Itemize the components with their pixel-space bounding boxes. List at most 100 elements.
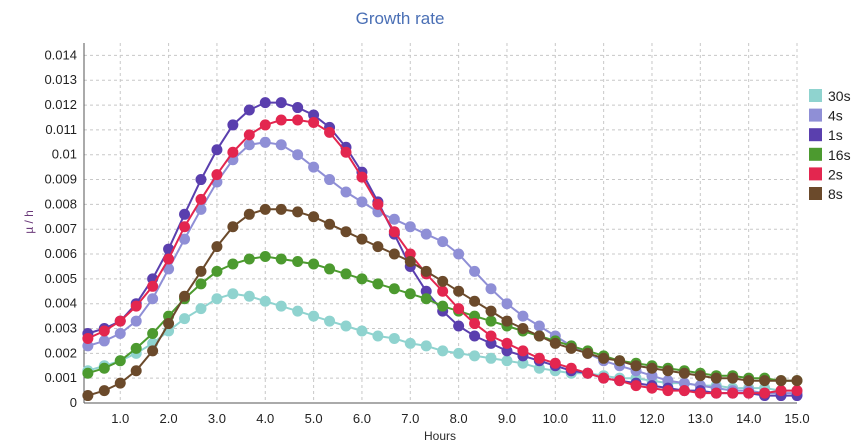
data-point-4s — [404, 221, 416, 233]
data-point-16s — [227, 258, 239, 270]
data-point-8s — [614, 355, 626, 367]
legend-item-2s: 2s — [809, 166, 843, 182]
data-point-4s — [340, 186, 352, 198]
data-point-30s — [195, 303, 207, 315]
data-point-2s — [565, 362, 577, 374]
data-point-2s — [710, 387, 722, 399]
y-tick-label: 0 — [70, 395, 77, 410]
data-point-8s — [147, 345, 159, 357]
data-point-8s — [308, 211, 320, 223]
data-point-4s — [469, 265, 481, 277]
data-point-16s — [114, 355, 126, 367]
y-tick-label: 0.003 — [44, 321, 77, 336]
y-tick-label: 0.001 — [44, 370, 77, 385]
data-point-16s — [130, 342, 142, 354]
data-point-4s — [533, 320, 545, 332]
data-point-2s — [98, 325, 110, 337]
data-point-1s — [227, 119, 239, 131]
data-point-8s — [517, 323, 529, 335]
data-point-16s — [324, 263, 336, 275]
data-point-8s — [437, 275, 449, 287]
data-point-1s — [275, 97, 287, 109]
y-tick-label: 0.01 — [52, 147, 77, 162]
data-point-8s — [292, 206, 304, 218]
data-point-8s — [630, 360, 642, 372]
x-tick-label: 3.0 — [208, 411, 226, 426]
data-point-4s — [356, 196, 368, 208]
data-point-8s — [195, 265, 207, 277]
data-point-30s — [420, 340, 432, 352]
y-tick-label: 0.011 — [45, 122, 77, 137]
data-point-4s — [420, 228, 432, 240]
data-point-8s — [453, 285, 465, 297]
data-point-2s — [356, 171, 368, 183]
legend-swatch — [809, 108, 822, 122]
legend-swatch — [809, 187, 822, 200]
data-point-4s — [130, 315, 142, 327]
legend-label: 8s — [828, 186, 843, 202]
data-point-2s — [501, 337, 513, 349]
x-tick-label: 13.0 — [688, 411, 713, 426]
data-point-8s — [775, 375, 787, 387]
data-point-30s — [388, 332, 400, 344]
data-point-2s — [775, 385, 787, 397]
data-point-2s — [372, 198, 384, 210]
data-point-8s — [227, 221, 239, 233]
data-point-30s — [501, 355, 513, 367]
x-tick-label: 8.0 — [450, 411, 468, 426]
legend-item-30s: 30s — [809, 88, 851, 104]
data-point-2s — [662, 385, 674, 397]
data-point-2s — [549, 357, 561, 369]
data-point-4s — [453, 248, 465, 260]
data-point-2s — [163, 253, 175, 265]
data-point-2s — [598, 372, 610, 384]
data-point-2s — [275, 114, 287, 126]
data-point-1s — [259, 97, 271, 109]
chart-title: Growth rate — [356, 9, 445, 28]
data-point-8s — [533, 330, 545, 342]
data-point-2s — [469, 318, 481, 330]
legend-label: 16s — [828, 147, 851, 163]
legend-swatch — [809, 128, 822, 142]
data-point-8s — [727, 372, 739, 384]
data-point-1s — [195, 174, 207, 186]
data-point-8s — [759, 375, 771, 387]
data-point-30s — [404, 337, 416, 349]
data-point-2s — [517, 345, 529, 357]
data-point-8s — [372, 241, 384, 253]
data-point-16s — [211, 265, 223, 277]
data-point-16s — [82, 367, 94, 379]
series-layer — [82, 97, 803, 402]
data-point-2s — [791, 385, 803, 397]
data-point-1s — [211, 144, 223, 156]
data-point-16s — [356, 273, 368, 285]
data-point-2s — [678, 385, 690, 397]
data-point-2s — [292, 114, 304, 126]
data-point-2s — [179, 221, 191, 233]
data-point-16s — [195, 278, 207, 290]
data-point-8s — [678, 367, 690, 379]
data-point-4s — [195, 203, 207, 215]
data-point-2s — [533, 352, 545, 364]
legend-item-16s: 16s — [809, 147, 851, 163]
data-point-4s — [179, 233, 191, 245]
data-point-4s — [163, 263, 175, 275]
data-point-30s — [356, 325, 368, 337]
data-point-2s — [340, 146, 352, 158]
data-point-2s — [259, 119, 271, 131]
data-point-1s — [469, 330, 481, 342]
data-point-4s — [308, 161, 320, 173]
series-2s — [82, 114, 803, 399]
data-point-8s — [163, 318, 175, 330]
data-point-8s — [404, 255, 416, 267]
data-point-30s — [340, 320, 352, 332]
data-point-16s — [340, 268, 352, 280]
data-point-2s — [227, 146, 239, 158]
data-point-30s — [275, 300, 287, 312]
data-point-30s — [308, 310, 320, 322]
legend-label: 2s — [828, 166, 843, 182]
data-point-16s — [437, 300, 449, 312]
y-tick-label: 0.005 — [44, 271, 77, 286]
data-point-8s — [694, 370, 706, 382]
